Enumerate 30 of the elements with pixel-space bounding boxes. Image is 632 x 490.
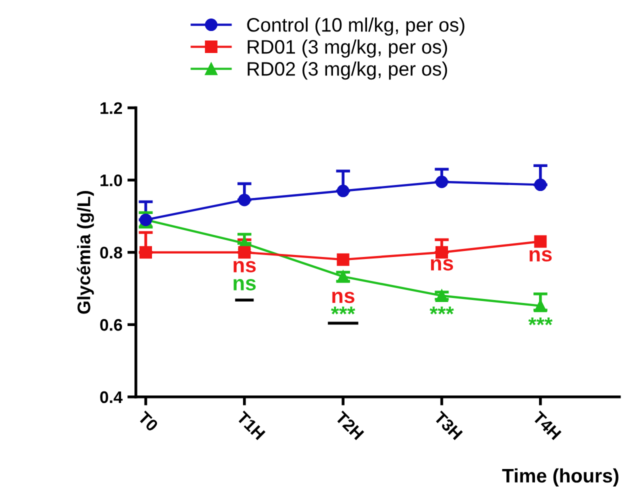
annotation: *** xyxy=(330,306,356,314)
y-tick-label: 1.2 xyxy=(100,102,122,114)
y-tick-label: 0.4 xyxy=(100,391,123,404)
point xyxy=(436,246,448,259)
point xyxy=(534,300,547,312)
point xyxy=(534,178,547,192)
annotation: ns xyxy=(234,279,256,290)
y-tick-label: 1.0 xyxy=(100,174,122,186)
point xyxy=(336,184,350,198)
annotation: *** xyxy=(528,317,553,326)
point xyxy=(436,289,448,302)
point xyxy=(336,253,350,266)
annotation: *** xyxy=(430,306,454,314)
y-axis-title: Glycémia (g/L) xyxy=(76,191,94,314)
annotation: ns xyxy=(234,260,256,272)
point xyxy=(238,246,251,259)
point xyxy=(534,235,547,248)
y-tick-label: 0.6 xyxy=(100,319,122,331)
point xyxy=(436,176,448,188)
legend-label: Control (10 ml/kg, per os) xyxy=(247,18,464,36)
legend-label: RD01 (3 mg/kg, per os) xyxy=(248,40,448,58)
annotation: ns xyxy=(332,292,354,304)
annotation: ns xyxy=(430,259,454,271)
annotation: ns xyxy=(530,250,552,262)
x-tick-label: T0 xyxy=(137,410,159,432)
legend-label: RD02 (3 mg/kg, per os) xyxy=(248,62,448,80)
point xyxy=(238,194,251,206)
x-axis-title: Time (hours) xyxy=(502,468,618,486)
y-tick-label: 0.8 xyxy=(100,246,122,259)
point xyxy=(139,246,152,259)
